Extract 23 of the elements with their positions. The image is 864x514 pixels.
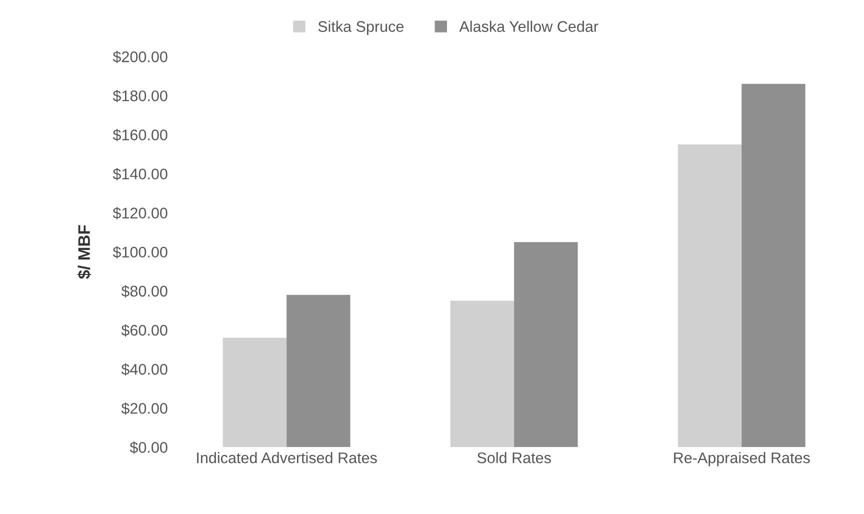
y-tick-label: $40.00 [121, 363, 168, 376]
x-tick-label: Sold Rates [477, 452, 551, 464]
x-tick-label: Re-Appraised Rates [674, 452, 810, 466]
y-tick-label: $60.00 [121, 324, 168, 337]
bar [450, 300, 514, 448]
bar [678, 144, 742, 448]
y-tick-label: $120.00 [112, 207, 168, 220]
y-tick-label: $0.00 [130, 441, 168, 454]
y-tick-label: $140.00 [112, 168, 168, 180]
y-tick-label: $180.00 [112, 90, 168, 102]
y-tick-label: $80.00 [121, 285, 168, 298]
bar [742, 84, 806, 448]
legend-label: Alaska Yellow Cedar [459, 20, 598, 32]
y-tick-label: $20.00 [121, 402, 168, 415]
bar [514, 242, 578, 448]
bar [286, 294, 350, 448]
bar [222, 338, 287, 448]
legend-label: Sitka Spruce [318, 20, 404, 35]
y-axis-title: $/ MBF [77, 225, 92, 279]
y-tick-label: $100.00 [112, 246, 168, 258]
y-tick-label: $200.00 [112, 50, 168, 64]
y-tick-label: $160.00 [112, 128, 168, 142]
x-tick-label: Indicated Advertised Rates [197, 452, 377, 464]
